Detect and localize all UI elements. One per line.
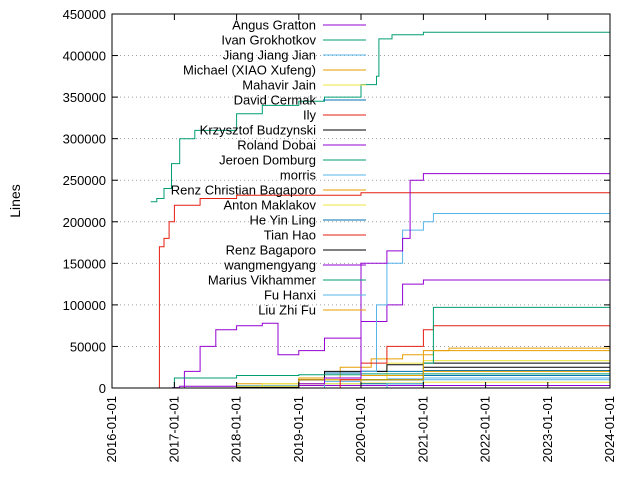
x-tick-label: 2018-01-01 <box>229 396 244 463</box>
y-tick-label: 300000 <box>63 132 106 147</box>
x-tick-label: 2017-01-01 <box>166 396 181 463</box>
legend-label: Ivan Grokhotkov <box>221 33 316 48</box>
legend-label: Renz Bagaporo <box>226 243 316 258</box>
y-tick-label: 400000 <box>63 49 106 64</box>
series-line <box>278 171 611 389</box>
legend-label: Fu Hanxi <box>264 288 316 303</box>
legend-label: Angus Gratton <box>232 18 316 33</box>
legend-label: morris <box>280 168 317 183</box>
x-tick-label: 2020-01-01 <box>353 396 368 463</box>
legend-label: Marius Vikhammer <box>208 273 317 288</box>
series-line <box>158 192 610 389</box>
legend-label: Ily <box>303 108 317 123</box>
legend-label: Tian Hao <box>264 228 316 243</box>
y-tick-label: 50000 <box>70 339 106 354</box>
x-tick-label: 2021-01-01 <box>415 396 430 463</box>
x-tick-label: 2022-01-01 <box>478 396 493 463</box>
y-tick-label: 450000 <box>63 7 106 22</box>
legend-label: Liu Zhi Fu <box>258 303 316 318</box>
x-tick-label: 2016-01-01 <box>104 396 119 463</box>
legend-label: David Cermak <box>234 93 317 108</box>
series-line <box>150 30 611 203</box>
legend-label: wangmengyang <box>223 258 316 273</box>
y-tick-label: 250000 <box>63 173 106 188</box>
y-tick-label: 200000 <box>63 215 106 230</box>
x-tick-label: 2023-01-01 <box>540 396 555 463</box>
legend-label: He Yin Ling <box>250 213 317 228</box>
legend-label: Krzysztof Budzynski <box>200 123 316 138</box>
series-line <box>174 278 611 389</box>
y-tick-label: 350000 <box>63 90 106 105</box>
legend-label: Roland Dobai <box>237 138 316 153</box>
series-line <box>150 373 610 389</box>
y-tick-label: 100000 <box>63 298 106 313</box>
series-line <box>298 325 610 389</box>
y-axis-ticks: 0 50000 100000 150000 200000 250000 300000 3500… <box>63 7 610 396</box>
legend-label: Renz Christian Bagaporo <box>171 183 316 198</box>
x-tick-label: 2019-01-01 <box>291 396 306 463</box>
x-axis-ticks: 2016-01-01 2017-01-01 2018-01-01 2019-01-01… <box>104 14 617 463</box>
series-lines <box>150 30 611 389</box>
legend-label: Anton Maklakov <box>224 198 317 213</box>
legend-label: Mahavir Jain <box>242 78 316 93</box>
legend-label: Michael (XIAO Xufeng) <box>183 63 316 78</box>
legend-label: Jeroen Domburg <box>219 153 316 168</box>
x-tick-label: 2024-01-01 <box>602 396 617 463</box>
legend-label: Jiang Jiang Jian <box>223 48 316 63</box>
y-tick-label: 0 <box>99 381 106 396</box>
y-tick-label: 150000 <box>63 256 106 271</box>
series-line <box>184 377 610 389</box>
y-axis-title: Lines <box>7 184 23 217</box>
